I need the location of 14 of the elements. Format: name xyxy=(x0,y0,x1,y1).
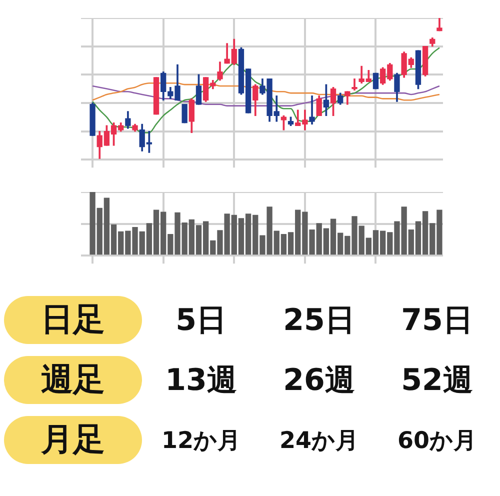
text: 75日 xyxy=(400,302,474,340)
text: 日足 xyxy=(4,296,142,344)
text: 12か月 xyxy=(160,426,242,456)
candlestick xyxy=(352,78,358,91)
text: 月足 xyxy=(4,416,142,464)
text: 60か月 xyxy=(396,426,478,456)
text: 13週 xyxy=(164,362,238,400)
text: 25日 xyxy=(282,302,356,340)
text: 5日 xyxy=(174,302,228,340)
text: 週足 xyxy=(4,356,142,404)
text: 24か月 xyxy=(278,426,360,456)
text: 52週 xyxy=(400,362,474,400)
candlestick xyxy=(309,96,315,125)
text: 26週 xyxy=(282,362,356,400)
